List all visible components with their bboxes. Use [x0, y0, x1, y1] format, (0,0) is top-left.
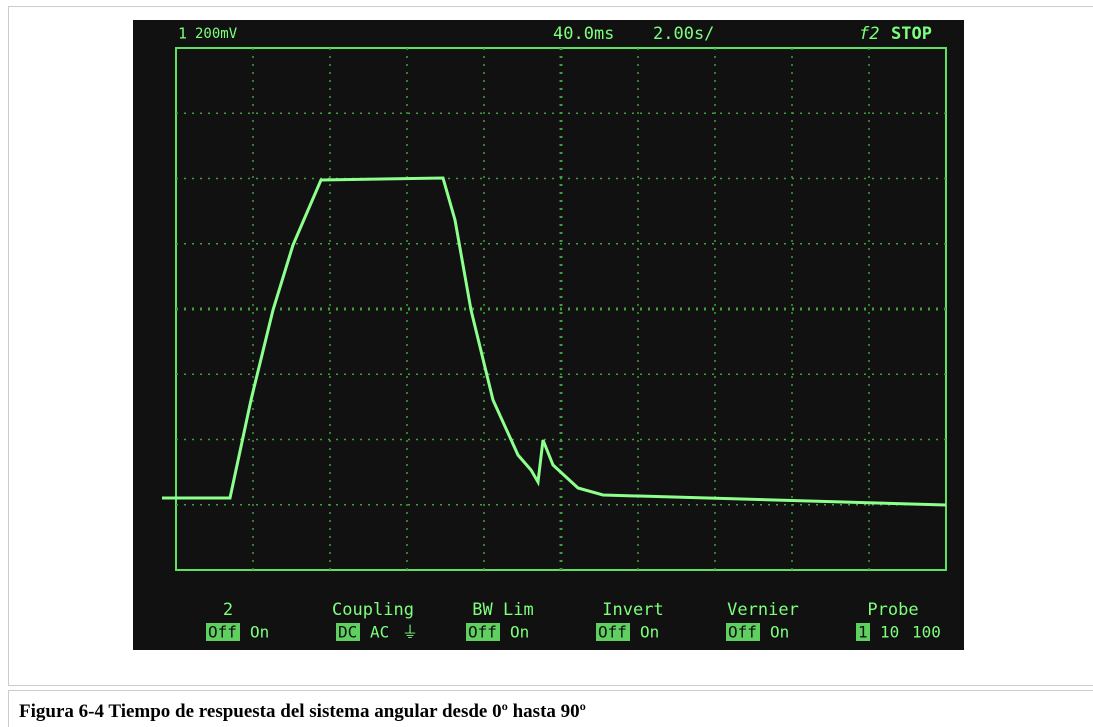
softkey-option: 100 [912, 623, 941, 642]
softkey-option: Off [598, 623, 627, 642]
softkey-option: Off [728, 623, 757, 642]
softkey-option: 10 [880, 623, 899, 642]
softkey-label: Probe [867, 600, 918, 620]
softkey-option: AC [370, 623, 389, 642]
figure-frame [8, 6, 1093, 686]
softkey-label: Invert [602, 600, 663, 620]
softkey-label: 2 [223, 600, 233, 620]
softkey-option: On [640, 623, 659, 642]
softkey-option: On [250, 623, 269, 642]
softkey-option: Off [208, 623, 237, 642]
option-highlight [856, 623, 870, 641]
softkey-label: Coupling [332, 600, 414, 620]
scale-label: 200mV [195, 26, 238, 42]
option-highlight [466, 623, 500, 641]
delay-label: 40.0ms [553, 24, 614, 44]
graticule [176, 48, 946, 570]
option-highlight [336, 623, 360, 641]
softkey-option: On [770, 623, 789, 642]
option-highlight [596, 623, 630, 641]
waveform [162, 176, 947, 507]
softkeys: 2 Off On Coupling DC AC ⏚ BW Lim Off On Invert Off O… [206, 600, 941, 642]
softkey-option: Off [468, 623, 497, 642]
timebase-label: 2.00s/ [653, 24, 714, 44]
screen-bg [133, 20, 964, 650]
option-highlight [726, 623, 760, 641]
oscilloscope-photo: 1 200mV 40.0ms 2.00s/ f2 STOP 2 Off On Coup… [133, 20, 964, 650]
softkey-option: DC [338, 623, 357, 642]
trigger-label: f2 [859, 24, 879, 44]
softkey-option: 1 [858, 623, 868, 642]
status-label: STOP [891, 24, 932, 44]
softkey-option: On [510, 623, 529, 642]
softkey-label: Vernier [727, 600, 799, 620]
softkey-label: BW Lim [472, 600, 533, 620]
caption: Figura 6-4 Tiempo de respuesta del siste… [8, 690, 1093, 727]
option-highlight [206, 623, 240, 641]
channel-label: 1 [178, 25, 187, 43]
softkey-option: ⏚ [402, 623, 418, 642]
